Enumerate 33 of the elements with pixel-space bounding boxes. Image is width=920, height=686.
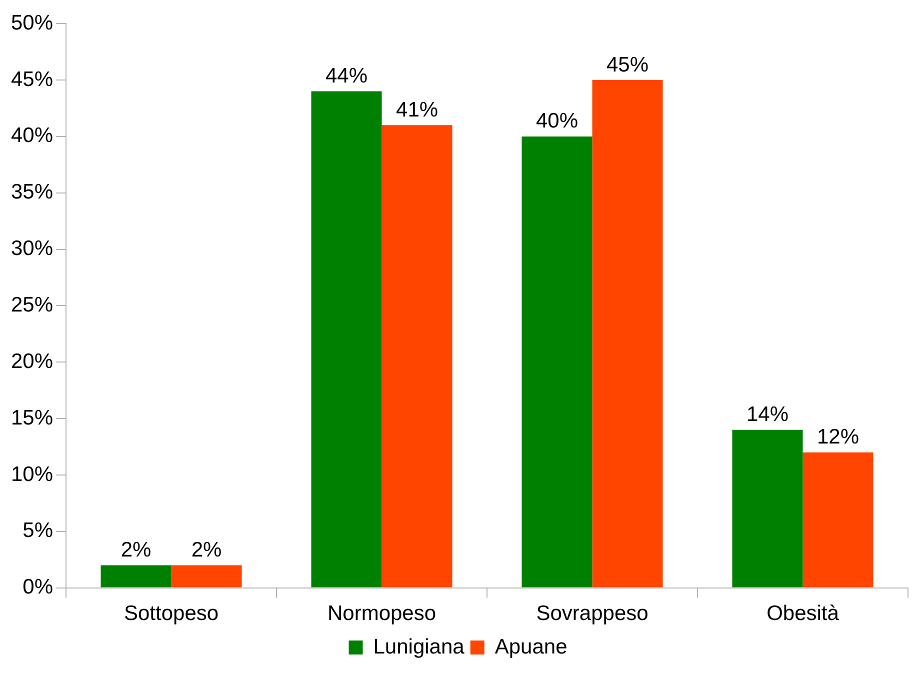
y-tick-label: 10%	[11, 462, 54, 486]
bar	[732, 430, 803, 588]
bar	[311, 91, 382, 588]
bar	[382, 125, 452, 588]
x-tick-label: Normopeso	[327, 602, 436, 626]
y-tick-label: 35%	[11, 180, 54, 204]
x-tick-label: Sottopeso	[124, 602, 219, 626]
x-tick-label: Obesità	[766, 602, 840, 626]
y-tick-label: 45%	[11, 68, 54, 91]
bar	[802, 452, 874, 588]
bar	[592, 80, 663, 588]
y-tick-label: 50%	[11, 11, 54, 34]
data-label: 44%	[325, 64, 368, 88]
data-label: 45%	[606, 53, 649, 76]
bar	[171, 565, 242, 588]
legend-label: Apuane	[494, 635, 568, 658]
y-tick-label: 40%	[11, 124, 54, 148]
data-label: 2%	[191, 538, 222, 562]
y-tick-label: 5%	[22, 519, 54, 542]
legend-label: Lunigiana	[373, 635, 465, 658]
y-tick-label: 15%	[11, 406, 54, 430]
data-label: 2%	[120, 538, 152, 562]
y-tick-label: 25%	[11, 293, 54, 316]
y-tick-label: 30%	[11, 237, 54, 260]
bar	[100, 565, 172, 588]
y-tick-label: 0%	[22, 576, 54, 599]
bar	[522, 136, 592, 588]
y-tick-label: 20%	[11, 350, 54, 373]
data-label: 41%	[396, 98, 438, 122]
data-label: 12%	[816, 426, 860, 449]
x-tick-label: Sovrappeso	[536, 602, 648, 626]
data-label: 14%	[746, 403, 789, 426]
data-label: 40%	[536, 110, 578, 133]
